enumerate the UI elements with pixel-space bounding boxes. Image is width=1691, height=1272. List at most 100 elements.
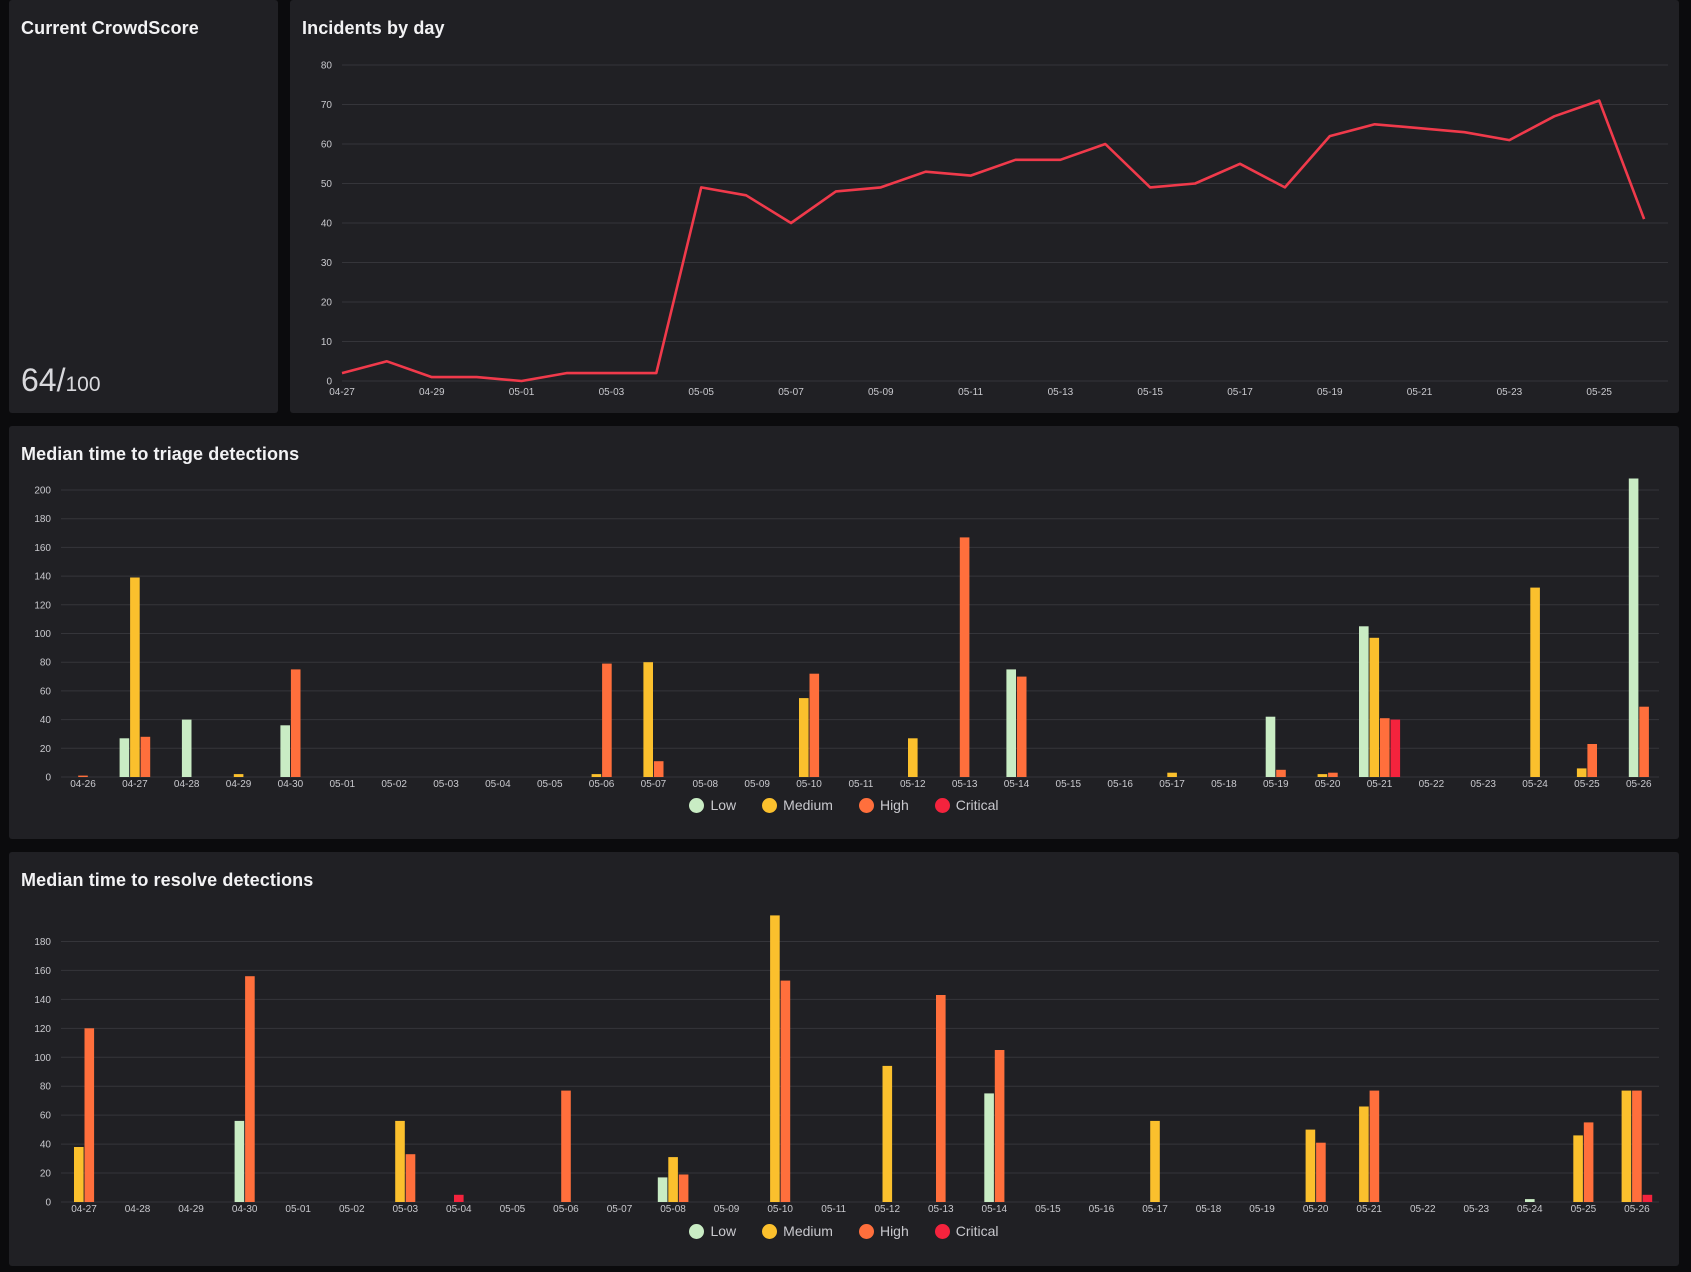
resolve-x-tick-label: 05-02 <box>339 1204 365 1215</box>
legend-critical-dot <box>934 797 950 813</box>
legend-item-critical[interactable]: Critical <box>934 797 999 813</box>
legend-item-high[interactable]: High <box>858 797 909 813</box>
legend-medium-dot <box>762 1223 778 1239</box>
incidents-point <box>474 375 479 380</box>
triage-x-tick-label: 04-27 <box>122 779 148 790</box>
triage-y-tick-label: 180 <box>34 514 51 525</box>
legend-low-label: Low <box>710 797 737 813</box>
resolve-bar-high <box>780 980 791 1202</box>
resolve-x-tick-label: 05-18 <box>1196 1204 1222 1215</box>
resolve-x-tick-label: 05-26 <box>1624 1204 1650 1215</box>
resolve-bar-medium <box>1573 1135 1583 1202</box>
resolve-bar-high <box>994 1050 1005 1202</box>
triage-bar-low <box>181 719 192 777</box>
legend-item-medium[interactable]: Medium <box>762 797 833 813</box>
resolve-x-tick-label: 05-11 <box>821 1204 846 1215</box>
legend-low-dot <box>689 797 705 813</box>
incidents-point <box>1238 161 1243 166</box>
resolve-chart-card: Median time to resolve detections 0 20 40 6… <box>9 852 1679 1266</box>
triage-y-tick-label: 160 <box>34 543 51 554</box>
resolve-y-tick-label: 80 <box>40 1082 52 1093</box>
resolve-x-tick-label: 05-10 <box>767 1204 793 1215</box>
incidents-point <box>789 221 794 226</box>
incidents-line-chart[interactable]: 0 10 20 30 40 50 60 70 80 04-27 04-29 05-01 05-03 05-… <box>290 0 1679 413</box>
incidents-point <box>1327 134 1332 139</box>
incidents-point <box>923 169 928 174</box>
incidents-x-tick-label: 05-01 <box>509 387 535 398</box>
resolve-x-tick-label: 05-13 <box>928 1204 954 1215</box>
legend-item-medium[interactable]: Medium <box>762 1223 833 1239</box>
triage-bar-medium <box>908 738 918 777</box>
triage-bar-high <box>78 775 88 777</box>
incidents-point <box>744 193 749 198</box>
triage-bar-high <box>1016 676 1027 777</box>
resolve-y-tick-label: 20 <box>40 1169 52 1180</box>
triage-bar-high <box>1328 772 1338 777</box>
incidents-x-tick-label: 04-29 <box>419 387 445 398</box>
incidents-y-tick-label: 0 <box>326 377 332 388</box>
triage-x-tick-label: 05-23 <box>1470 779 1496 790</box>
incidents-x-tick-label: 05-03 <box>599 387 625 398</box>
resolve-bar-medium <box>770 915 780 1202</box>
legend-high-dot <box>858 1223 874 1239</box>
triage-x-tick-label: 05-21 <box>1367 779 1393 790</box>
legend-high-dot <box>858 797 874 813</box>
resolve-y-tick-label: 180 <box>34 937 51 948</box>
resolve-x-tick-label: 05-22 <box>1410 1204 1436 1215</box>
triage-chart-card: Median time to triage detections 0 20 40 60… <box>9 426 1679 839</box>
crowdscore-title: Current CrowdScore <box>21 18 199 38</box>
resolve-bar-high <box>936 995 946 1202</box>
triage-x-tick-label: 05-25 <box>1574 779 1600 790</box>
triage-x-tick-label: 05-06 <box>589 779 615 790</box>
resolve-bar-medium <box>74 1147 84 1202</box>
incidents-point <box>1148 185 1153 190</box>
incidents-x-tick-label: 05-13 <box>1048 387 1074 398</box>
incidents-point <box>833 189 838 194</box>
legend-low-dot <box>689 1223 705 1239</box>
triage-bar-medium <box>1530 587 1540 777</box>
resolve-x-tick-label: 05-23 <box>1464 1204 1490 1215</box>
triage-bar-high <box>1380 718 1390 777</box>
triage-bar-low <box>1006 669 1016 777</box>
triage-y-tick-label: 60 <box>40 686 52 697</box>
incidents-point <box>519 379 524 384</box>
resolve-bar-high <box>1583 1122 1594 1202</box>
resolve-y-tick-label: 140 <box>34 995 51 1006</box>
incidents-point <box>384 359 389 364</box>
legend-high-label: High <box>879 797 909 813</box>
legend-item-low[interactable]: Low <box>689 797 736 813</box>
triage-bar-high <box>290 669 301 777</box>
crowdscore-score: 64 <box>21 362 57 398</box>
resolve-x-tick-label: 04-27 <box>71 1204 97 1215</box>
legend-item-low[interactable]: Low <box>689 1223 736 1239</box>
resolve-bar-chart[interactable]: 0 20 40 60 80 100 120 140 160 180 04-27 04-28 04-29 0… <box>9 852 1679 1266</box>
triage-x-tick-label: 05-12 <box>900 779 926 790</box>
resolve-bar-medium <box>1305 1129 1316 1202</box>
crowdscore-value: 64/100 <box>21 362 101 399</box>
resolve-bar-low <box>234 1120 245 1202</box>
incidents-y-tick-label: 40 <box>321 219 333 230</box>
incidents-point <box>1642 217 1647 222</box>
triage-bar-medium <box>591 774 602 777</box>
incidents-point <box>654 371 659 376</box>
triage-bar-chart[interactable]: 0 20 40 60 80 100 120 140 160 180 200 04-26 04-27 04-… <box>9 426 1679 839</box>
resolve-x-tick-label: 05-01 <box>285 1204 311 1215</box>
incidents-x-tick-label: 04-27 <box>329 387 355 398</box>
resolve-bar-critical <box>1642 1194 1653 1202</box>
triage-chart-title: Median time to triage detections <box>21 444 300 464</box>
triage-y-tick-label: 100 <box>34 629 51 640</box>
crowdscore-max: 100 <box>65 373 101 396</box>
triage-bar-medium <box>233 774 244 777</box>
resolve-bar-medium <box>1150 1120 1160 1202</box>
resolve-bar-high <box>84 1028 95 1202</box>
resolve-y-tick-label: 160 <box>34 966 51 977</box>
legend-item-high[interactable]: High <box>858 1223 909 1239</box>
incidents-point <box>1013 157 1018 162</box>
triage-x-tick-label: 05-19 <box>1263 779 1289 790</box>
legend-item-critical[interactable]: Critical <box>934 1223 999 1239</box>
triage-x-tick-label: 05-11 <box>848 779 873 790</box>
triage-bar-high <box>1276 769 1286 777</box>
triage-bar-low <box>119 738 130 777</box>
incidents-y-tick-label: 80 <box>321 61 333 72</box>
incidents-y-tick-label: 60 <box>321 140 333 151</box>
